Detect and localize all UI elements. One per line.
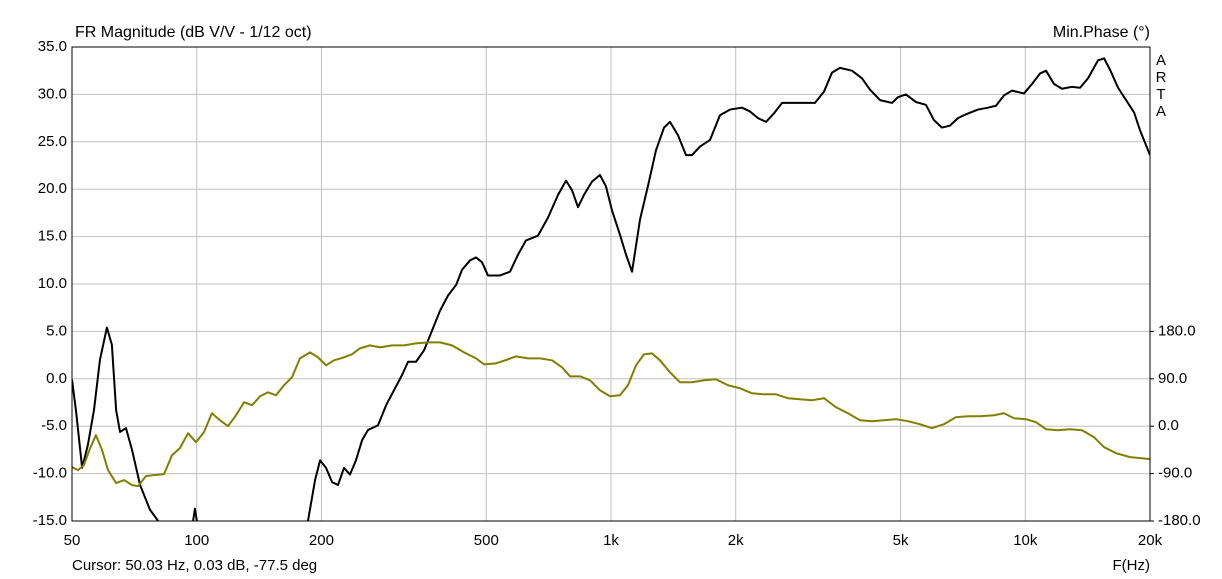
y2-tick-label: -180.0 (1158, 512, 1201, 529)
y2-tick-label: 0.0 (1158, 417, 1179, 434)
x-tick-label: 5k (893, 532, 909, 549)
y-tick-label: 10.0 (38, 275, 67, 292)
series-line (72, 341, 1150, 488)
x-tick-label: 20k (1138, 532, 1163, 549)
y2-tick-label: -90.0 (1158, 465, 1192, 482)
x-tick-label: 200 (309, 532, 334, 549)
y-tick-label: 5.0 (46, 322, 67, 339)
y-tick-label: 20.0 (38, 180, 67, 197)
chart-title: FR Magnitude (dB V/V - 1/12 oct) (75, 24, 312, 41)
y2-axis-title: Min.Phase (°) (1053, 24, 1150, 41)
y-tick-label: -5.0 (41, 417, 67, 434)
x-axis-title: F(Hz) (1113, 557, 1151, 574)
x-tick-label: 50 (64, 532, 81, 549)
cursor-readout: Cursor: 50.03 Hz, 0.03 dB, -77.5 deg (72, 557, 317, 574)
plot-frame (71, 46, 1151, 522)
y-tick-label: -10.0 (33, 465, 67, 482)
y-tick-label: 0.0 (46, 370, 67, 387)
y-tick-label: -15.0 (33, 512, 67, 529)
x-tick-label: 1k (603, 532, 619, 549)
series-line (72, 57, 1150, 521)
y2-tick-label: 90.0 (1158, 370, 1187, 387)
x-tick-label: 500 (474, 532, 499, 549)
x-tick-label: 10k (1013, 532, 1038, 549)
x-tick-label: 100 (184, 532, 209, 549)
y-tick-label: 30.0 (38, 85, 67, 102)
x-tick-label: 2k (728, 532, 744, 549)
y2-tick-label: 180.0 (1158, 322, 1196, 339)
y-tick-label: 35.0 (38, 38, 67, 55)
y-tick-label: 15.0 (38, 228, 67, 245)
watermark: ARTA (1153, 52, 1170, 120)
y-tick-label: 25.0 (38, 133, 67, 150)
